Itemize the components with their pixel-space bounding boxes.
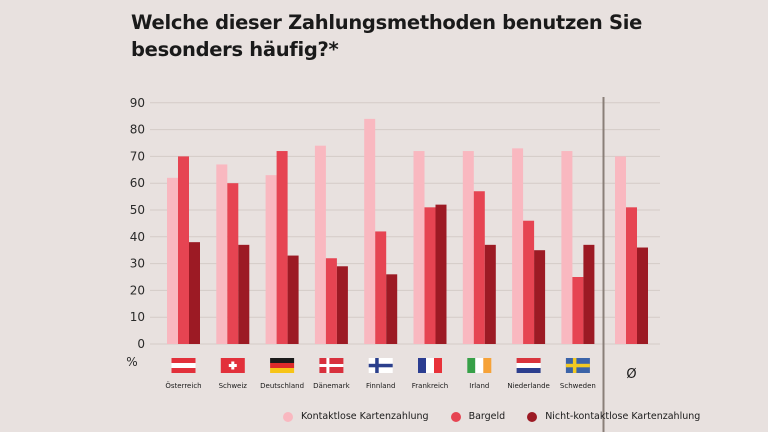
bar [189, 242, 200, 344]
ireland-flag-icon [467, 358, 492, 373]
flag-part [565, 363, 590, 368]
austria-flag-icon [171, 358, 196, 373]
bar [484, 244, 496, 344]
flag-part [270, 358, 295, 363]
y-tick-label: 20 [130, 283, 145, 297]
bar [287, 255, 299, 344]
category-label: Schweden [560, 382, 596, 390]
bar [216, 164, 228, 344]
bar [424, 207, 436, 344]
bar [637, 247, 648, 344]
bar [583, 244, 595, 344]
chart-title-line2: besonders häufig?* [131, 38, 339, 61]
bar [265, 175, 277, 344]
flag-part [516, 368, 541, 373]
category-label: Niederlande [507, 382, 550, 390]
y-tick-label: 50 [130, 203, 145, 217]
bar [523, 220, 535, 344]
flag-part [516, 358, 541, 363]
category-label: Deutschland [260, 382, 304, 390]
bar [512, 148, 524, 344]
netherlands-flag-icon [516, 358, 541, 373]
bar [325, 258, 337, 344]
flag-part [483, 358, 492, 373]
flag-part [228, 364, 237, 367]
y-tick-label: 80 [130, 123, 145, 137]
bar [473, 191, 485, 344]
flag-part [270, 368, 295, 373]
category-label: Dänemark [313, 382, 350, 390]
legend-item-cash: Bargeld [450, 411, 506, 422]
bar [626, 207, 637, 344]
bar [413, 151, 425, 344]
bar [386, 274, 398, 344]
flag-part [467, 358, 476, 373]
bar [534, 250, 546, 344]
y-tick-label: 60 [130, 176, 145, 190]
y-tick-label: 30 [130, 257, 145, 271]
bar [462, 151, 474, 344]
y-axis-label: % [126, 355, 137, 369]
bar [375, 231, 387, 344]
bars [167, 118, 648, 344]
flag-part [475, 358, 484, 373]
flag-part [368, 363, 393, 368]
legend-item-contactless: Kontaktlose Kartenzahlung [283, 411, 429, 422]
flag-part [418, 358, 426, 373]
flag-part [426, 358, 434, 373]
category-label: Österreich [165, 381, 201, 390]
category-label: Finnland [366, 382, 395, 390]
flags [171, 358, 590, 373]
legend: Kontaktlose Kartenzahlung Bargeld Nicht-… [283, 411, 722, 422]
france-flag-icon [418, 358, 442, 373]
flag-part [434, 358, 442, 373]
bar [167, 177, 178, 344]
legend-label: Kontaktlose Kartenzahlung [301, 411, 429, 422]
y-tick-label: 40 [130, 230, 145, 244]
category-label: Ø [626, 367, 636, 382]
switzerland-flag-icon [220, 358, 245, 373]
category-labels: Österreich Schweiz Deutschland Dänemark Finn… [165, 367, 636, 390]
legend-label: Nicht-kontaktlose Kartenzahlung [545, 411, 701, 422]
bar [178, 156, 189, 344]
flag-part [171, 363, 196, 368]
bar [435, 204, 447, 344]
denmark-flag-icon [319, 358, 344, 373]
bar [314, 145, 326, 344]
bar [276, 151, 288, 344]
chart-title-line1: Welche dieser Zahlungsmethoden benutzen … [131, 11, 643, 34]
legend-dot-icon [450, 411, 461, 422]
legend-item-non-contactless: Nicht-kontaktlose Kartenzahlung [527, 411, 700, 422]
germany-flag-icon [270, 358, 295, 373]
flag-part [319, 364, 344, 367]
chart-title: Welche dieser Zahlungsmethoden benutzen … [131, 9, 691, 63]
legend-dot-icon [283, 411, 293, 422]
category-label: Schweiz [219, 382, 248, 390]
y-tick-label: 70 [130, 149, 145, 163]
bar [238, 244, 250, 344]
bar [615, 156, 626, 344]
category-label: Irland [469, 382, 489, 390]
y-tick-label: 0 [137, 337, 145, 351]
bar [364, 118, 376, 344]
bar [227, 183, 239, 344]
flag-part [270, 363, 295, 368]
y-axis-ticks: 0 10 20 30 40 50 60 70 80 90 [130, 96, 145, 351]
bar [336, 266, 348, 344]
flag-part [516, 363, 541, 368]
y-tick-label: 10 [130, 310, 145, 324]
finland-flag-icon [368, 358, 393, 373]
bar [572, 277, 584, 344]
legend-dot-icon [527, 411, 538, 422]
sweden-flag-icon [565, 358, 590, 373]
y-tick-label: 90 [130, 96, 145, 110]
legend-label: Bargeld [468, 411, 506, 422]
bar [561, 151, 573, 344]
category-label: Frankreich [412, 382, 448, 390]
